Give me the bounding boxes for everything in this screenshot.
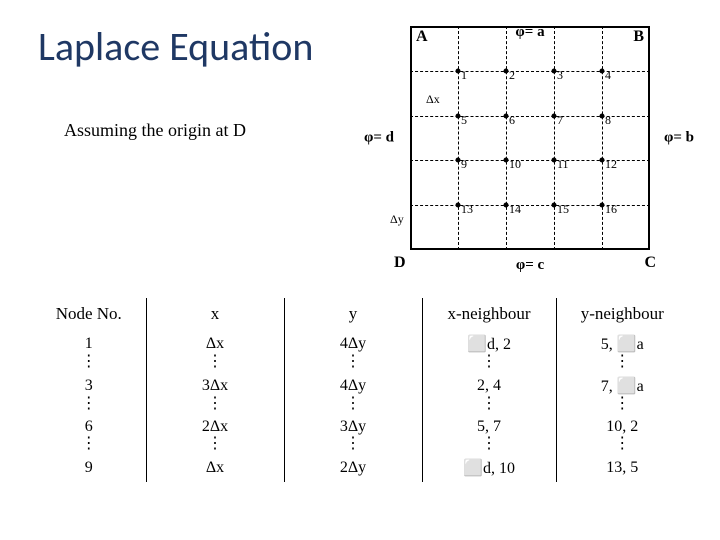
grid-node [456, 203, 461, 208]
grid-diagram: A B C D φ= a φ= b φ= c φ= d 123456789101… [410, 26, 650, 250]
table-header: Node No. [32, 298, 146, 328]
table-vdots: ⋮ [146, 358, 284, 370]
grid-node-label: 9 [461, 157, 467, 172]
table-cell: 2Δy [284, 452, 422, 482]
grid-node [456, 68, 461, 73]
grid-node-label: 11 [557, 157, 569, 172]
table-cell: 13, 5 [556, 452, 688, 482]
table-vdots: ⋮ [422, 358, 556, 370]
grid-node [552, 68, 557, 73]
grid-vline [554, 26, 555, 250]
grid-node [504, 113, 509, 118]
grid-node-label: 3 [557, 68, 563, 83]
corner-c: C [644, 254, 656, 272]
grid-node-label: 2 [509, 68, 515, 83]
grid-node [456, 158, 461, 163]
delta-y-label: Δy [390, 212, 404, 227]
grid-node-label: 10 [509, 157, 521, 172]
page-title: Laplace Equation [38, 22, 313, 71]
delta-x-label: Δx [426, 92, 440, 107]
table-vdots: ⋮ [32, 358, 146, 370]
grid-vline [602, 26, 603, 250]
grid-hline [410, 116, 650, 117]
grid-node [504, 68, 509, 73]
table-header: y [284, 298, 422, 328]
table-vdots: ⋮ [284, 440, 422, 452]
phi-b: φ= b [664, 130, 694, 147]
node-table: Node No.xyx-neighboury-neighbour1Δx4Δy⬜d… [32, 298, 688, 482]
corner-d: D [394, 254, 406, 272]
grid-node-label: 6 [509, 113, 515, 128]
grid-node-label: 7 [557, 113, 563, 128]
table-vdots: ⋮ [32, 400, 146, 412]
grid-node [504, 203, 509, 208]
table-vdots: ⋮ [146, 400, 284, 412]
grid-node [600, 158, 605, 163]
table-vdots: ⋮ [556, 358, 688, 370]
grid-node-label: 5 [461, 113, 467, 128]
table-cell: 9 [32, 452, 146, 482]
grid-node-label: 13 [461, 202, 473, 217]
grid-node-label: 8 [605, 113, 611, 128]
grid-node [504, 158, 509, 163]
grid-vline [458, 26, 459, 250]
grid-node-label: 16 [605, 202, 617, 217]
table-vdots: ⋮ [422, 400, 556, 412]
grid-node-label: 4 [605, 68, 611, 83]
gridlines: 12345678910111213141516 [410, 26, 650, 250]
table-header: x-neighbour [422, 298, 556, 328]
table-cell: ⬜d, 10 [422, 452, 556, 482]
grid-node [552, 203, 557, 208]
grid-node-label: 1 [461, 68, 467, 83]
grid-node-label: 15 [557, 202, 569, 217]
table-header: y-neighbour [556, 298, 688, 328]
grid-node-label: 14 [509, 202, 521, 217]
grid-node [552, 113, 557, 118]
grid-node [552, 158, 557, 163]
table-vdots: ⋮ [556, 400, 688, 412]
phi-c: φ= c [516, 257, 544, 274]
table-cell: Δx [146, 452, 284, 482]
assumption-text: Assuming the origin at D [64, 120, 246, 141]
grid-node [600, 113, 605, 118]
table-vdots: ⋮ [556, 440, 688, 452]
grid-node [456, 113, 461, 118]
grid-hline [410, 71, 650, 72]
table-vdots: ⋮ [284, 400, 422, 412]
phi-d: φ= d [364, 130, 394, 147]
table-vdots: ⋮ [32, 440, 146, 452]
grid-node [600, 68, 605, 73]
table-header: x [146, 298, 284, 328]
grid-vline [506, 26, 507, 250]
table-vdots: ⋮ [422, 440, 556, 452]
table-vdots: ⋮ [146, 440, 284, 452]
table-vdots: ⋮ [284, 358, 422, 370]
grid-node [600, 203, 605, 208]
grid-node-label: 12 [605, 157, 617, 172]
